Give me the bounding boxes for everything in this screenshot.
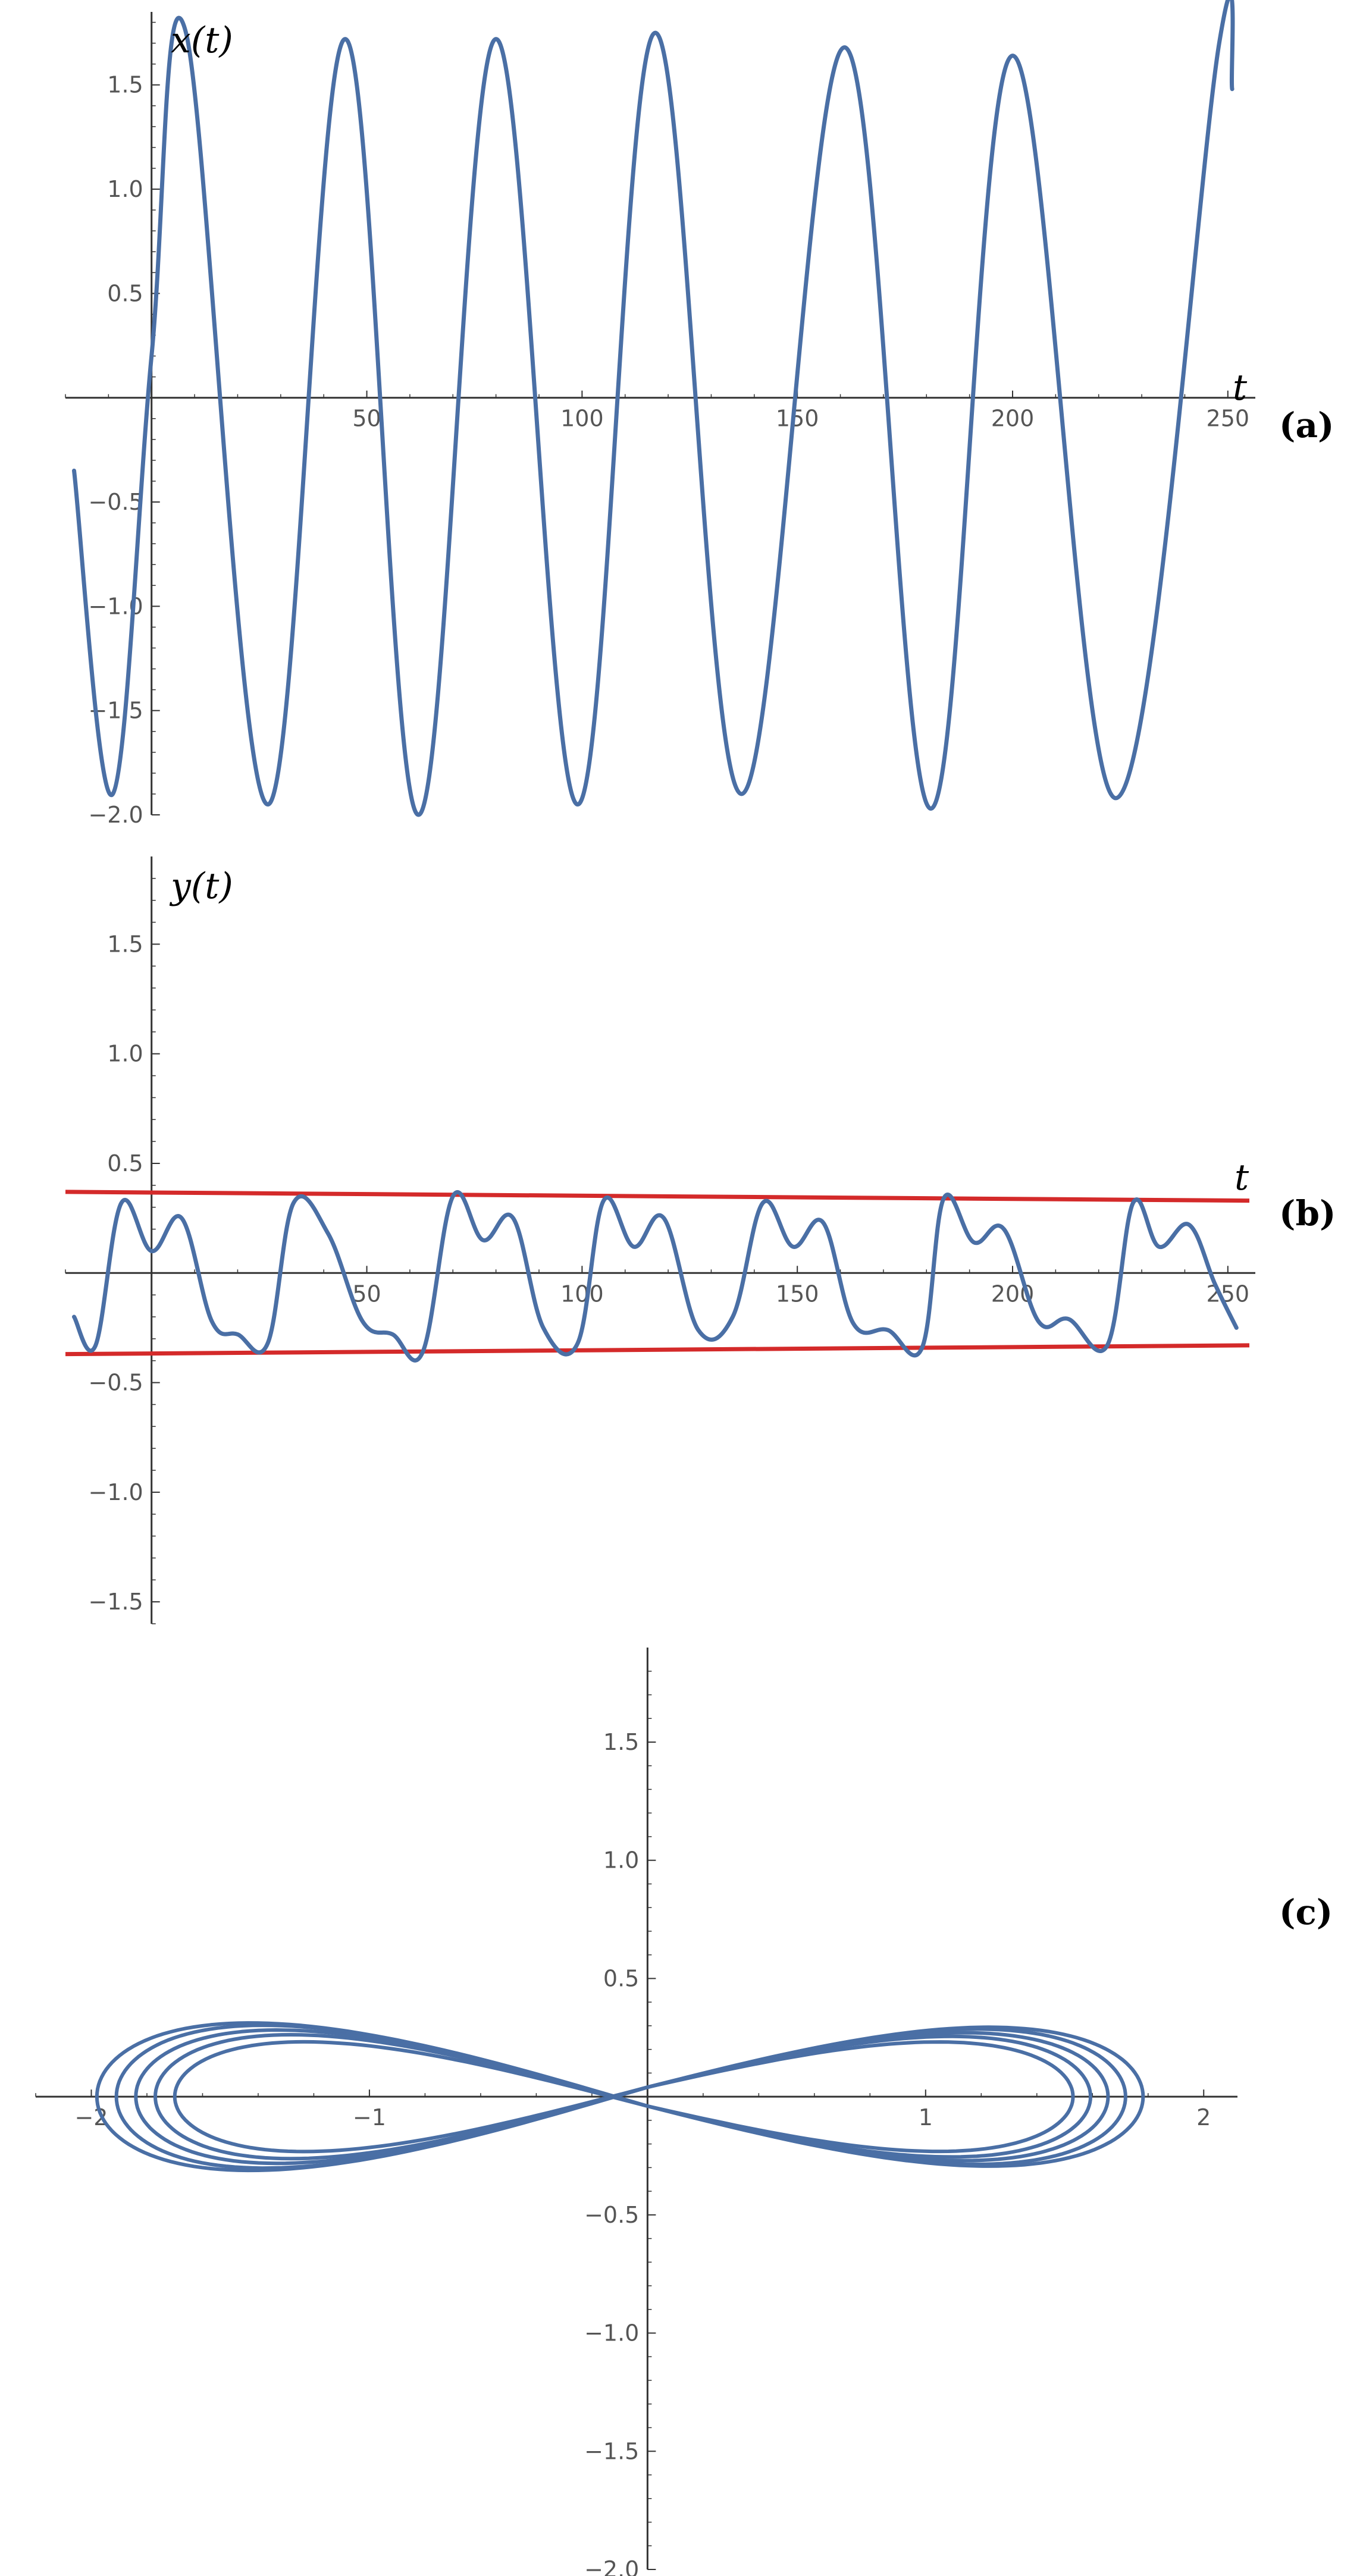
panel-b-marks — [65, 1190, 1250, 1363]
phase-loop-5 — [95, 2021, 1145, 2173]
x-tick-label: 2 — [1196, 2104, 1211, 2131]
y-of-t-curve — [72, 1190, 1239, 1363]
y-tick-label: −1.0 — [88, 1479, 143, 1505]
phase-loop-1 — [173, 2040, 1075, 2154]
panel-c-axes: −2 −1 1 2−2.0−1.5−1.0−0.50.51.01.5 — [35, 1648, 1237, 2576]
x-of-t-curve — [72, 0, 1235, 817]
y-tick-label: 0.5 — [107, 1150, 143, 1176]
y-tick-label: −2.0 — [584, 2556, 639, 2576]
y-tick-label: 0.5 — [603, 1965, 639, 1991]
y-tick-label: −1.5 — [584, 2438, 639, 2464]
y-tick-label: 1.0 — [603, 1847, 639, 1874]
x-tick-label: 150 — [776, 1281, 819, 1307]
panel-a-marks — [72, 0, 1235, 817]
y-tick-label: 0.5 — [107, 280, 143, 306]
panel-b-ylabel: y(t) — [169, 865, 233, 907]
panel-a-ylabel: x(t) — [171, 20, 233, 61]
panel-a-xlabel: t — [1233, 367, 1248, 409]
y-tick-label: 1.5 — [107, 931, 143, 957]
panel-a-tag: (a) — [1279, 405, 1334, 445]
x-tick-label: 150 — [776, 406, 819, 432]
y-tick-label: −2.0 — [88, 802, 143, 828]
panel-b-tag: (b) — [1279, 1193, 1336, 1234]
panel-a-axes: 50 100 150 200 250−2.0−1.5−1.0−0.50.51.01.5 — [65, 12, 1255, 828]
panel-b-y-of-t-plot: 50 100 150 200 250−1.5−1.0−0.50.51.01.5 y(t)… — [65, 856, 1336, 1624]
y-tick-label: −0.5 — [88, 1370, 143, 1396]
y-tick-label: −1.5 — [88, 1589, 143, 1615]
upper-bound-line — [65, 1190, 1250, 1203]
x-tick-label: 100 — [560, 1281, 604, 1307]
x-tick-label: 100 — [560, 406, 604, 432]
y-tick-label: −1.0 — [584, 2320, 639, 2346]
x-tick-label: 50 — [352, 1281, 381, 1307]
x-tick-label: 50 — [352, 406, 381, 432]
x-tick-label: 250 — [1207, 1281, 1250, 1307]
x-tick-label: 200 — [991, 406, 1035, 432]
panel-c-tag: (c) — [1279, 1892, 1333, 1932]
y-tick-label: 1.5 — [603, 1729, 639, 1755]
phase-loop-3 — [134, 2028, 1110, 2166]
panel-a-x-of-t-plot: 50 100 150 200 250−2.0−1.5−1.0−0.50.51.01.5 … — [65, 0, 1334, 828]
y-tick-label: −0.5 — [88, 489, 143, 515]
phase-loop-2 — [153, 2033, 1092, 2161]
panel-c-marks — [95, 2021, 1145, 2173]
y-tick-label: −0.5 — [584, 2202, 639, 2228]
y-tick-label: 1.0 — [107, 1041, 143, 1067]
x-tick-label: 250 — [1207, 406, 1250, 432]
panel-c-phase-portrait: −2 −1 1 2−2.0−1.5−1.0−0.50.51.01.5 (c) — [35, 1648, 1333, 2576]
x-tick-label: −1 — [353, 2104, 386, 2131]
panel-b-xlabel: t — [1234, 1157, 1249, 1198]
x-tick-label: 1 — [919, 2104, 933, 2131]
y-tick-label: 1.5 — [107, 72, 143, 98]
lower-bound-line — [65, 1343, 1250, 1357]
y-tick-label: 1.0 — [107, 176, 143, 202]
panel-b-axes: 50 100 150 200 250−1.5−1.0−0.50.51.01.5 — [65, 856, 1255, 1624]
